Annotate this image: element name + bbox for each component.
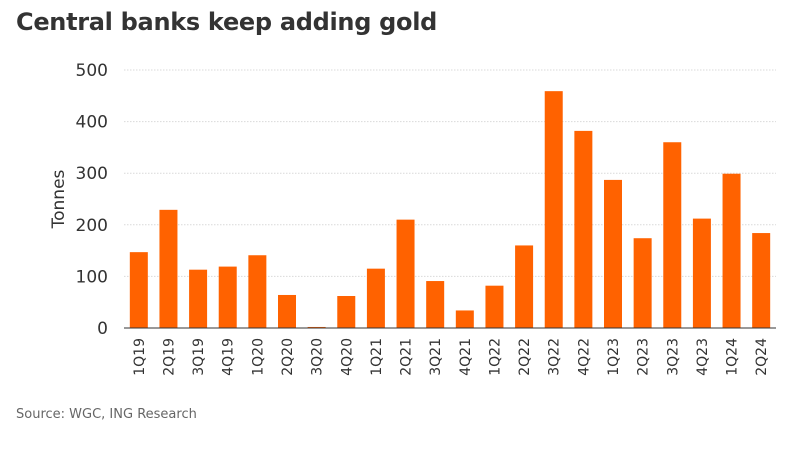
bar-2Q24 (752, 233, 771, 328)
x-tick-label: 4Q22 (576, 338, 592, 376)
bar-4Q20 (337, 296, 356, 328)
bar-1Q19 (129, 252, 148, 328)
bar-2Q23 (633, 238, 652, 328)
y-tick-label: 200 (76, 216, 108, 236)
x-tick-label: 1Q24 (725, 338, 741, 376)
bars (129, 91, 771, 328)
source-note: Source: WGC, ING Research (16, 407, 197, 422)
x-axis-ticks: 1Q19 2Q19 3Q19 4Q19 1Q20 2Q20 3Q20 4Q20 1Q21 2Q21… (132, 338, 770, 376)
x-tick-label: 2Q22 (517, 338, 533, 376)
bar-2Q22 (515, 245, 534, 328)
bar-4Q23 (692, 218, 711, 328)
bar-3Q21 (426, 281, 445, 328)
bar-3Q23 (663, 142, 682, 328)
bar-4Q22 (574, 130, 593, 328)
y-tick-label: 300 (76, 164, 108, 184)
bar-2Q19 (159, 209, 178, 328)
x-tick-label: 1Q22 (487, 338, 503, 376)
bar-1Q21 (366, 268, 385, 328)
x-tick-label: 2Q23 (636, 338, 652, 376)
bar-1Q20 (248, 255, 267, 328)
bar-4Q19 (218, 266, 237, 328)
bar-1Q24 (722, 173, 741, 328)
x-tick-label: 4Q19 (221, 338, 237, 376)
x-tick-label: 4Q23 (695, 338, 711, 376)
x-tick-label: 3Q19 (191, 338, 207, 376)
x-tick-label: 2Q21 (399, 338, 415, 376)
bar-2Q20 (278, 294, 296, 328)
x-tick-label: 3Q23 (665, 338, 681, 376)
x-tick-label: 3Q20 (310, 338, 326, 376)
x-tick-label: 2Q20 (280, 338, 296, 376)
x-tick-label: 1Q19 (132, 338, 148, 376)
bar-3Q19 (189, 269, 208, 328)
y-axis-ticks: 0 100 200 300 400 500 (76, 61, 108, 339)
bar-1Q22 (485, 285, 504, 328)
bar-3Q20 (307, 326, 326, 328)
bar-4Q21 (455, 310, 474, 328)
chart-title: Central banks keep adding gold (16, 8, 438, 36)
x-tick-label: 1Q23 (606, 338, 622, 376)
x-tick-label: 4Q20 (339, 338, 355, 376)
y-tick-label: 400 (76, 113, 108, 133)
x-tick-label: 2Q24 (754, 338, 770, 376)
x-tick-label: 1Q21 (369, 338, 385, 376)
x-tick-label: 3Q21 (428, 338, 444, 376)
x-tick-label: 1Q20 (250, 338, 266, 376)
y-axis-label: Tonnes (49, 169, 69, 229)
x-tick-label: 2Q19 (161, 338, 177, 376)
bar-1Q23 (604, 179, 622, 328)
x-tick-label: 3Q22 (547, 338, 563, 376)
bar-2Q21 (396, 219, 415, 328)
x-tick-label: 4Q21 (458, 338, 474, 376)
y-tick-label: 500 (76, 61, 108, 81)
bar-3Q22 (544, 91, 563, 328)
y-tick-label: 0 (97, 319, 108, 339)
y-tick-label: 100 (76, 267, 108, 287)
